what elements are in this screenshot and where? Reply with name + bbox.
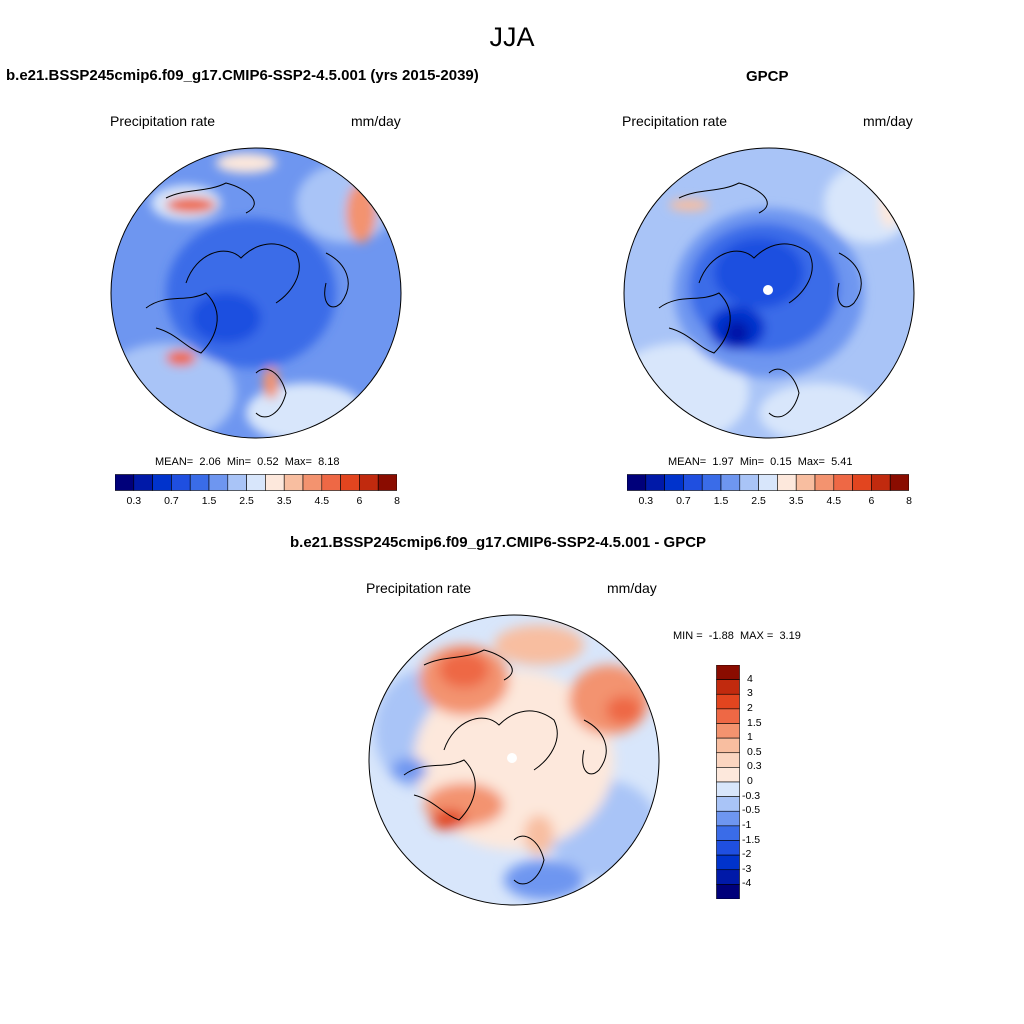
panel2-colorbar-swatch (758, 474, 778, 491)
panel3-variable-label: Precipitation rate (366, 580, 472, 596)
panel3-colorbar-tick-label: 1.5 (747, 716, 762, 729)
panel1-polar-map (110, 147, 402, 439)
panel3-colorbar-swatch (716, 708, 740, 724)
panel3-colorbar-ticks: 4 3 2 1.5 1 0.5 0.3 0 -0.3 -0.5 -1 -1.5 -2 -3 -4 (742, 665, 787, 899)
panel1-colorbar-swatch (133, 474, 153, 491)
panel2-title: GPCP (746, 68, 789, 85)
panel3-title: b.e21.BSSP245cmip6.f09_g17.CMIP6-SSP2-4.… (290, 534, 707, 551)
panel2-units-label: mm/day (863, 113, 913, 129)
panel3-colorbar-swatch (716, 767, 740, 783)
panel3-colorbar-tick-label: 0.5 (747, 745, 762, 758)
panel1-colorbar-tick-label: 6 (356, 495, 363, 507)
panel3-colorbar-tick-label: 3 (747, 687, 753, 700)
panel2-colorbar-swatch (814, 474, 835, 491)
panel3-colorbar-swatch (716, 854, 740, 871)
panel3-colorbar-swatch (716, 884, 740, 899)
panel2-colorbar-tick-label: 8 (906, 495, 912, 507)
panel2-colorbar-swatch (664, 474, 684, 491)
panel1-colorbar-tick-label: 2.5 (239, 495, 254, 507)
panel2-colorbar-swatch (720, 474, 741, 491)
panel3-colorbar-tick-label: -1.5 (742, 833, 761, 846)
panel3-polar-map (368, 614, 660, 906)
panel1-colorbar-tick-label: 1.5 (201, 495, 217, 507)
panel3-colorbar-tick-label: -1 (742, 818, 752, 831)
panel2-colorbar-swatch (871, 474, 891, 491)
panel3-colorbar-swatch (716, 752, 740, 768)
panel2-colorbar (627, 474, 909, 491)
panel1-colorbar-ticks: 0.3 0.7 1.5 2.5 3.5 4.5 6 8 (115, 495, 400, 509)
panel1-colorbar-swatch (359, 474, 379, 491)
panel3-colorbar-tick-label: -3 (742, 862, 752, 875)
panel2-colorbar-swatch (889, 474, 909, 491)
panel1-colorbar-swatch (377, 474, 397, 491)
panel2-stats: MEAN= 1.97 Min= 0.15 Max= 5.41 (668, 456, 853, 468)
panel3-colorbar-swatch (716, 679, 740, 695)
panel2-colorbar-tick-label: 3.5 (788, 495, 804, 507)
panel3-colorbar-tick-label: 1 (747, 731, 753, 744)
panel3-stats: MIN = -1.88 MAX = 3.19 (673, 630, 801, 642)
panel1-colorbar-tick-label: 3.5 (276, 495, 292, 507)
panel1-colorbar-tick-label: 0.3 (126, 495, 142, 507)
panel1-colorbar (115, 474, 397, 491)
panel3-colorbar-swatch (716, 693, 740, 710)
panel3-colorbar-swatch (716, 810, 740, 827)
panel3-colorbar-tick-label: -0.3 (742, 789, 761, 802)
panel1-colorbar-swatch (152, 474, 172, 491)
panel2-colorbar-swatch (777, 474, 797, 491)
panel3-colorbar-swatch (716, 723, 740, 739)
panel1-title: b.e21.BSSP245cmip6.f09_g17.CMIP6-SSP2-4.… (6, 67, 479, 84)
panel3-colorbar-swatch (716, 737, 740, 754)
panel1-colorbar-swatch (208, 474, 229, 491)
panel1-colorbar-swatch (227, 474, 247, 491)
panel1-colorbar-swatch (321, 474, 341, 491)
panel2-colorbar-tick-label: 0.7 (676, 495, 691, 507)
panel1-colorbar-tick-label: 8 (394, 495, 400, 507)
panel2-colorbar-tick-label: 6 (868, 495, 875, 507)
panel3-colorbar-swatch (716, 825, 740, 841)
panel1-colorbar-swatch (115, 474, 135, 491)
panel2-colorbar-swatch (795, 474, 816, 491)
panel2-colorbar-swatch (739, 474, 759, 491)
panel3-colorbar-swatch (716, 869, 740, 885)
panel3-colorbar-swatch (716, 665, 740, 680)
panel3-colorbar-tick-label: 0.3 (747, 760, 762, 773)
panel2-variable-label: Precipitation rate (622, 113, 728, 129)
figure-title: JJA (489, 22, 535, 52)
panel2-colorbar-ticks: 0.3 0.7 1.5 2.5 3.5 4.5 6 8 (627, 495, 912, 509)
panel2-colorbar-swatch (645, 474, 665, 491)
panel3-colorbar-tick-label: -2 (742, 848, 752, 861)
panel2-colorbar-swatch (852, 474, 872, 491)
panel1-colorbar-swatch (246, 474, 266, 491)
panel3-colorbar-tick-label: 2 (747, 701, 753, 714)
panel1-stats: MEAN= 2.06 Min= 0.52 Max= 8.18 (155, 456, 340, 468)
panel1-colorbar-tick-label: 0.7 (164, 495, 179, 507)
panel1-colorbar-tick-label: 4.5 (314, 495, 330, 507)
panel2-colorbar-swatch (627, 474, 647, 491)
panel1-units-label: mm/day (351, 113, 401, 129)
panel3-colorbar-tick-label: 4 (747, 672, 753, 685)
panel1-colorbar-swatch (340, 474, 360, 491)
panel2-polar-map (623, 147, 915, 439)
panel2-colorbar-tick-label: 4.5 (826, 495, 842, 507)
panel3-units-label: mm/day (607, 580, 657, 596)
panel2-colorbar-tick-label: 0.3 (638, 495, 654, 507)
panel2-colorbar-tick-label: 2.5 (751, 495, 766, 507)
panel3-colorbar-swatch (716, 796, 740, 812)
panel3-colorbar-swatch (716, 781, 740, 797)
panel3-colorbar-tick-label: -0.5 (742, 804, 761, 817)
panel2-colorbar-swatch (683, 474, 703, 491)
panel2-colorbar-swatch (833, 474, 853, 491)
panel1-colorbar-swatch (302, 474, 323, 491)
panel2-colorbar-swatch (701, 474, 722, 491)
panel1-colorbar-swatch (283, 474, 304, 491)
panel1-variable-label: Precipitation rate (110, 113, 216, 129)
panel1-colorbar-swatch (189, 474, 210, 491)
panel1-colorbar-swatch (265, 474, 285, 491)
panel3-colorbar-tick-label: 0 (747, 775, 753, 787)
panel3-colorbar-swatch (716, 840, 740, 856)
panel3-colorbar-tick-label: -4 (742, 877, 752, 890)
panel1-colorbar-swatch (171, 474, 191, 491)
panel2-colorbar-tick-label: 1.5 (713, 495, 729, 507)
panel3-colorbar (716, 665, 740, 899)
